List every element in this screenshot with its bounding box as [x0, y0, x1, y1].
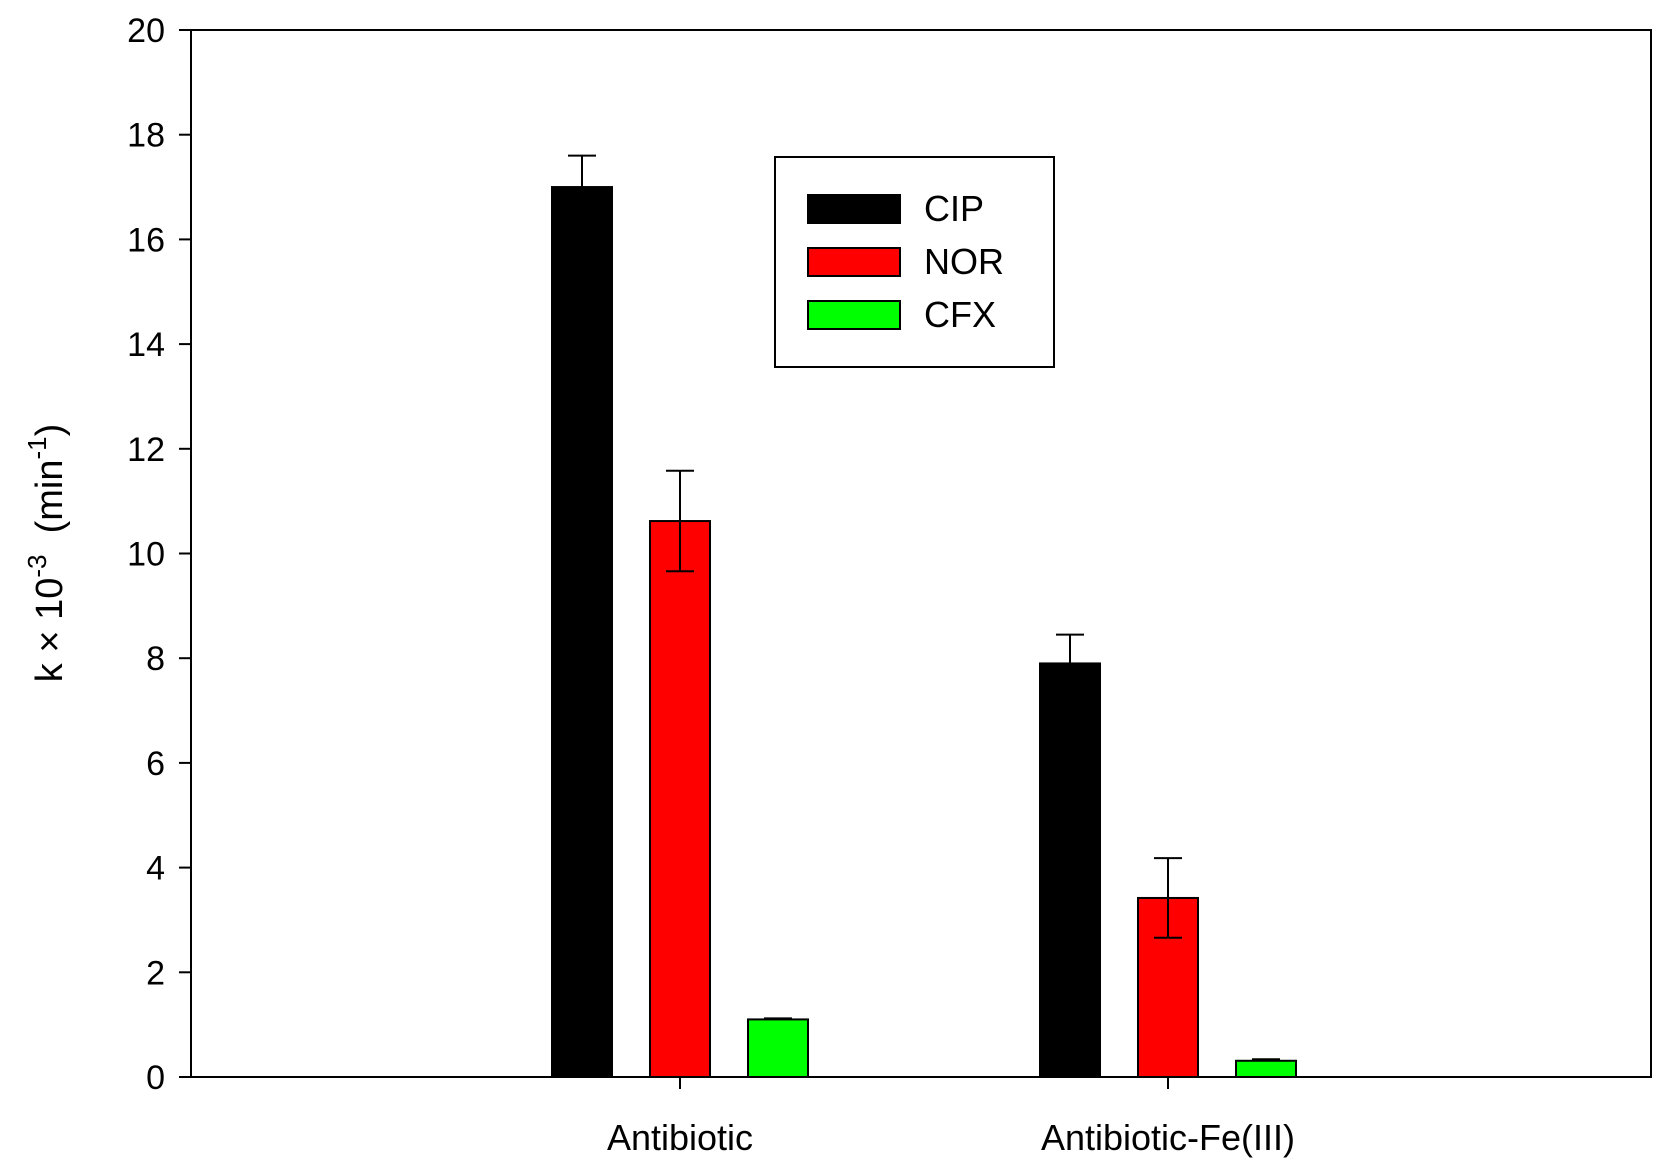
y-tick-label: 12: [127, 431, 165, 469]
legend-swatch-nor: [807, 247, 901, 277]
error-bars-group: [568, 154, 1280, 1061]
y-axis: 0 2 4 6 8 10 12 14 16 18 20: [127, 12, 191, 1097]
y-tick-label: 6: [146, 745, 165, 783]
y-tick-label: 0: [146, 1059, 165, 1097]
y-tick-label: 16: [127, 221, 165, 259]
y-tick-label: 10: [127, 536, 165, 574]
x-tick-label: Antibiotic-Fe(III): [1041, 1117, 1295, 1158]
bar-nor: [649, 520, 711, 1078]
y-axis-title-close: ): [29, 424, 71, 437]
legend: CIP NOR CFX: [774, 156, 1055, 368]
y-tick-label: 8: [146, 640, 165, 678]
legend-swatch-cfx: [807, 300, 901, 330]
bars-group: [551, 186, 1297, 1079]
y-tick-label: 2: [146, 954, 165, 992]
y-tick-label: 4: [146, 850, 165, 888]
legend-label-cip: CIP: [924, 188, 984, 229]
y-axis-title-exponent: -3: [22, 555, 52, 578]
y-axis-title-unit: (min: [29, 460, 71, 555]
y-axis-title-unit-exponent: -1: [22, 436, 52, 459]
legend-label-nor: NOR: [924, 241, 1004, 282]
x-axis: Antibiotic Antibiotic-Fe(III): [607, 1077, 1295, 1158]
x-tick-label: Antibiotic: [607, 1117, 753, 1158]
y-tick-label: 20: [127, 12, 165, 50]
y-tick-label: 18: [127, 117, 165, 155]
bar-cip: [1039, 662, 1101, 1078]
legend-swatch-cip: [807, 194, 901, 224]
bar-cfx: [747, 1018, 809, 1078]
bar-cip: [551, 186, 613, 1079]
y-tick-label: 14: [127, 326, 165, 364]
legend-label-cfx: CFX: [924, 294, 996, 335]
bar-cfx: [1235, 1059, 1297, 1078]
y-axis-title-base: k × 10: [29, 578, 71, 683]
y-axis-title: k × 10-3 (min-1): [22, 424, 71, 682]
